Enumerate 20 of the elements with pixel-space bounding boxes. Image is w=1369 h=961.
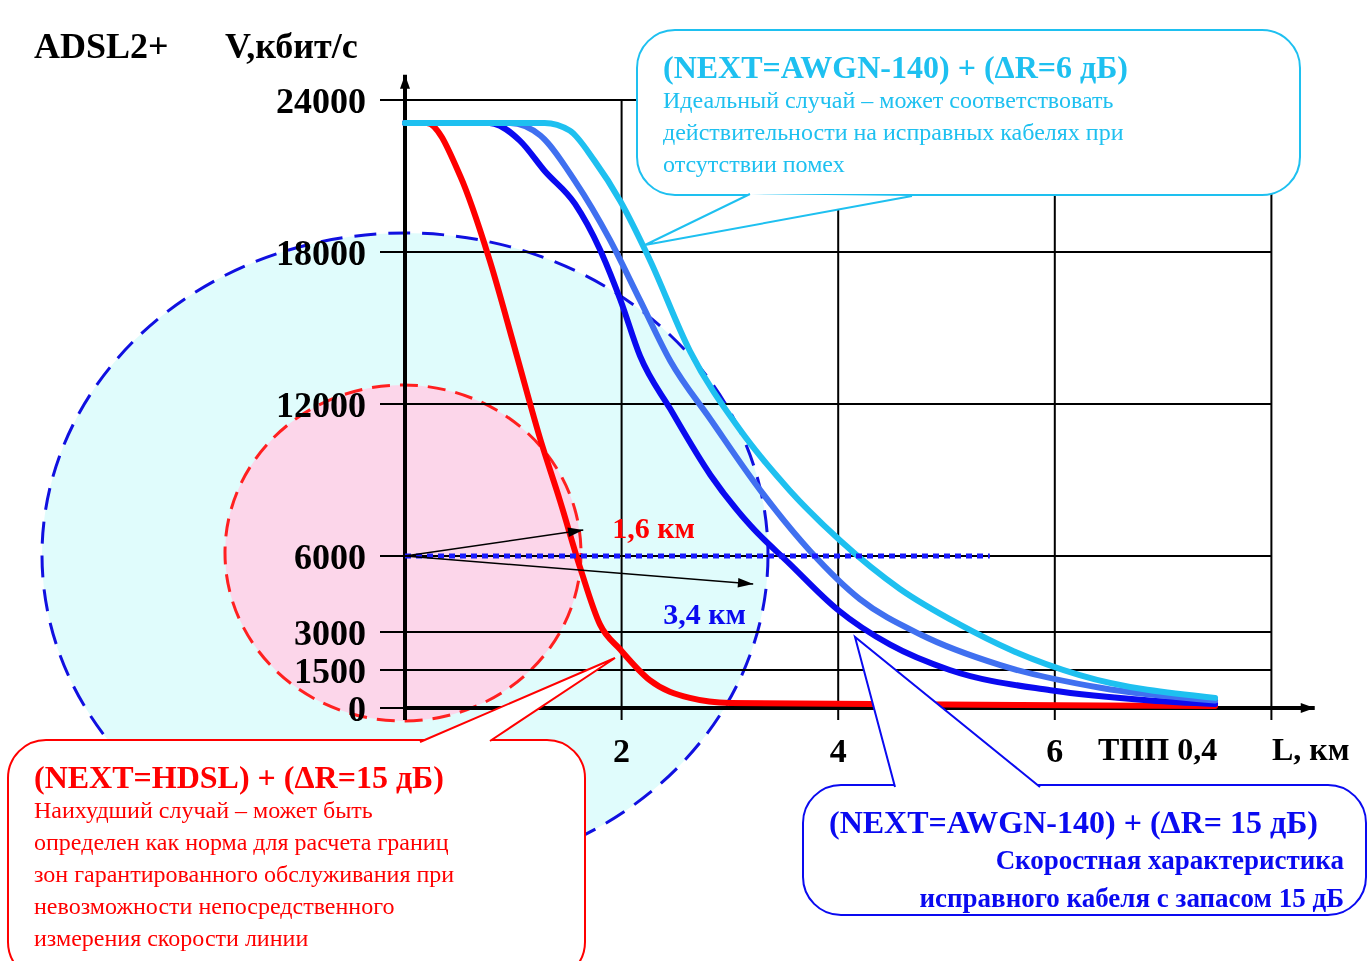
y-tick-label: 18000 <box>276 232 366 273</box>
y-tick-label: 24000 <box>276 80 366 121</box>
x-tick-label: 6 <box>1046 732 1064 769</box>
annotation: Идеальный случай – может соответствовать действительности на исправных кабелях при отсутствии помех <box>663 87 1124 177</box>
x-tick-label: 4 <box>829 732 847 769</box>
x-tick-label: 2 <box>613 732 631 769</box>
annotation: 3,4 км <box>663 597 746 631</box>
text: ADSL2+ <box>34 26 169 66</box>
y-tick-label: 6000 <box>294 536 366 577</box>
y-tick-label: 3000 <box>294 612 366 653</box>
text: (NEXT=AWGN-140) + (ΔR=6 дБ) <box>663 49 1128 85</box>
y-tick-label: 12000 <box>276 384 366 425</box>
y-tick-label: 1500 <box>294 650 366 691</box>
text: Наихудший случай – может быть определен как норма для расчета границ зон гарантированного обслуживания при невозможности непосредственного измерения скорости линии <box>34 797 455 951</box>
text: Скоростная характеристика исправного кабеля с запасом 15 дБ <box>919 845 1345 913</box>
y-axis-title: V,кбит/с <box>225 26 358 66</box>
text: ТПП 0,4 <box>1098 731 1218 767</box>
text: (NEXT=AWGN-140) + (ΔR= 15 дБ) <box>829 804 1318 840</box>
x-axis-title: L, км <box>1272 731 1350 767</box>
text: (NEXT=HDSL) + (ΔR=15 дБ) <box>34 759 444 795</box>
